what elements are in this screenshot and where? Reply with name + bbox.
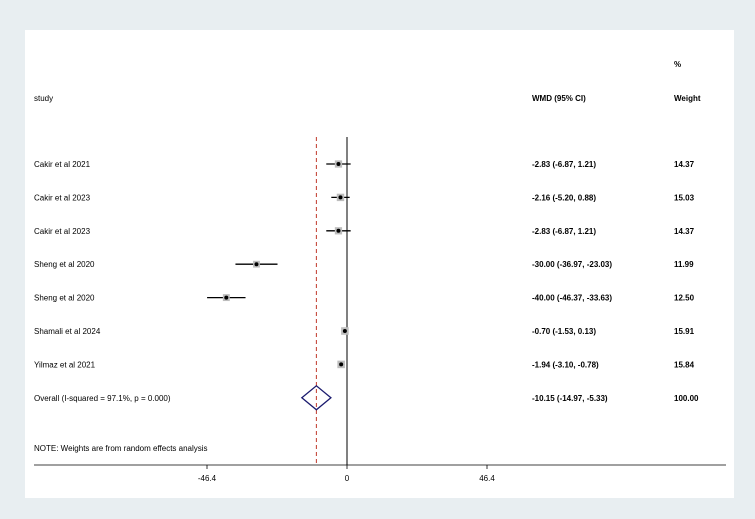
study-point-estimate: [342, 329, 347, 333]
study-effect-ci: -2.83 (-6.87, 1.21): [532, 160, 596, 169]
study-weight: 15.03: [674, 193, 695, 202]
study-weight: 15.84: [674, 360, 695, 369]
weight-percent-header: %: [674, 60, 681, 69]
study-label: Shamali et al 2024: [34, 327, 101, 336]
overall-diamond: [300, 384, 332, 411]
study-weight: 14.37: [674, 160, 695, 169]
study-effect-ci: -2.83 (-6.87, 1.21): [532, 227, 596, 236]
study-point-estimate: [336, 228, 341, 233]
study-weight: 12.50: [674, 294, 695, 303]
study-point-estimate: [336, 162, 341, 166]
x-tick-label: 0: [345, 474, 350, 483]
random-effects-note: NOTE: Weights are from random effects an…: [34, 444, 208, 453]
overall-effect-ci: -10.15 (-14.97, -5.33): [532, 394, 608, 403]
weight-column-header: Weight: [674, 94, 701, 103]
study-label: Sheng et al 2020: [34, 294, 95, 303]
study-point-estimate: [224, 295, 229, 300]
overall-weight: 100.00: [674, 394, 699, 403]
study-rows: Cakir et al 2021 -2.83 (-6.87, 1.21) 14.37…: [34, 160, 699, 403]
study-effect-ci: -0.70 (-1.53, 0.13): [532, 327, 596, 336]
study-effect-ci: -1.94 (-3.10, -0.78): [532, 360, 599, 369]
x-axis-ticks: -46.4 0 46.4: [198, 465, 495, 483]
study-point-estimate: [338, 195, 343, 200]
study-effect-ci: -40.00 (-46.37, -33.63): [532, 294, 612, 303]
study-column-header: study: [34, 94, 53, 103]
study-label: Yilmaz et al 2021: [34, 360, 96, 369]
study-label: Cakir et al 2023: [34, 227, 91, 236]
study-weight: 11.99: [674, 260, 694, 269]
forest-plot: study WMD (95% CI) % Weight NOTE: Weight…: [34, 60, 726, 483]
study-point-estimate: [339, 362, 344, 367]
effect-column-header: WMD (95% CI): [532, 94, 586, 103]
study-weight: 14.37: [674, 227, 695, 236]
forest-marks: [207, 137, 351, 465]
study-label: Sheng et al 2020: [34, 260, 95, 269]
study-effect-ci: -2.16 (-5.20, 0.88): [532, 193, 596, 202]
forest-plot-panel: study WMD (95% CI) % Weight NOTE: Weight…: [25, 30, 734, 498]
study-label: Cakir et al 2021: [34, 160, 91, 169]
study-label: Cakir et al 2023: [34, 193, 91, 202]
x-tick-label: 46.4: [479, 474, 495, 483]
x-tick-label: -46.4: [198, 474, 217, 483]
study-weight: 15.91: [674, 327, 695, 336]
overall-label: Overall (I-squared = 97.1%, p = 0.000): [34, 394, 171, 403]
study-point-estimate: [254, 262, 259, 267]
study-effect-ci: -30.00 (-36.97, -23.03): [532, 260, 612, 269]
